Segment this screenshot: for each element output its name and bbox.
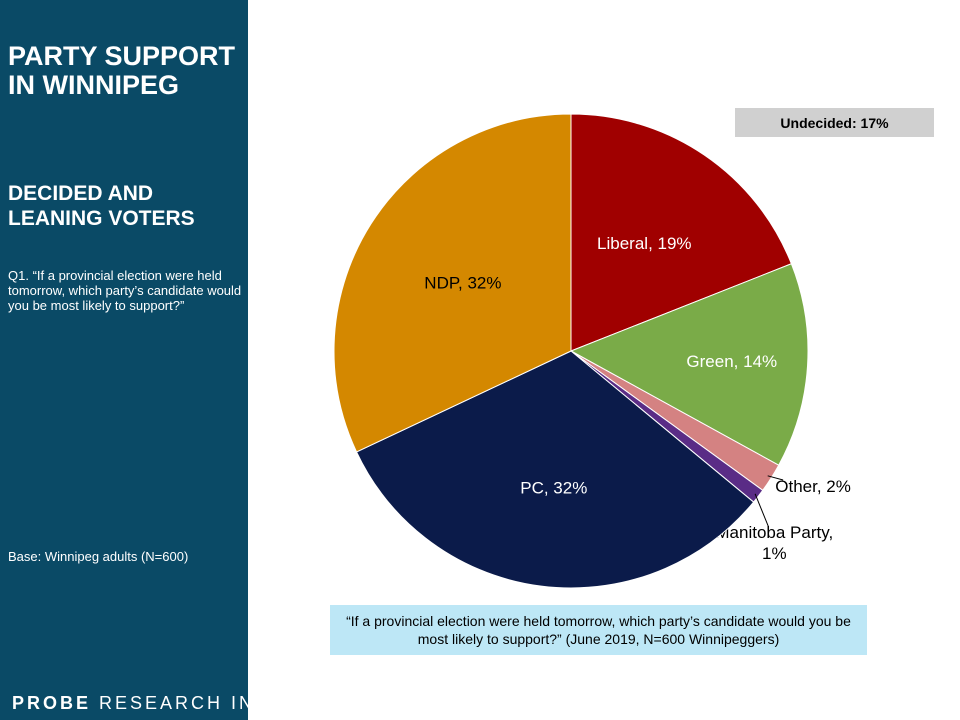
pie-slice-pc [355, 350, 755, 589]
undecided-badge: Undecided: 17% [735, 108, 934, 137]
data-label-green: Green, 14% [686, 352, 777, 371]
brand-logo: PROBE RESEARCH INC. [12, 693, 279, 714]
brand-rest: RESEARCH INC. [91, 693, 280, 713]
page-subtitle: DECIDED AND LEANING VOTERS [8, 182, 195, 230]
question-caption: “If a provincial election were held tomo… [330, 605, 867, 655]
pie-slice-green [569, 263, 809, 466]
pie-slice-ndp [333, 113, 572, 453]
survey-question: Q1. “If a provincial election were held … [8, 268, 242, 313]
pie-chart: Liberal, 19% Green, 14% Other, 2% Manitoba … [333, 113, 851, 589]
data-label-other: Other, 2% [775, 477, 851, 496]
sidebar: PARTY SUPPORT IN WINNIPEG DECIDED AND LE… [0, 0, 276, 720]
page-title: PARTY SUPPORT IN WINNIPEG [8, 41, 236, 100]
data-label-liberal: Liberal, 19% [597, 234, 692, 253]
leader-line-other [767, 475, 784, 481]
data-label-pc: PC, 32% [520, 478, 587, 497]
data-label-manitoba-party: Manitoba Party, 1% [715, 523, 833, 563]
leader-line-manitoba-party [754, 493, 769, 527]
sample-base: Base: Winnipeg adults (N=600) [8, 549, 189, 564]
data-label-ndp: NDP, 32% [424, 273, 501, 292]
pie-slice-liberal [570, 113, 793, 352]
brand-strong: PROBE [12, 693, 92, 713]
